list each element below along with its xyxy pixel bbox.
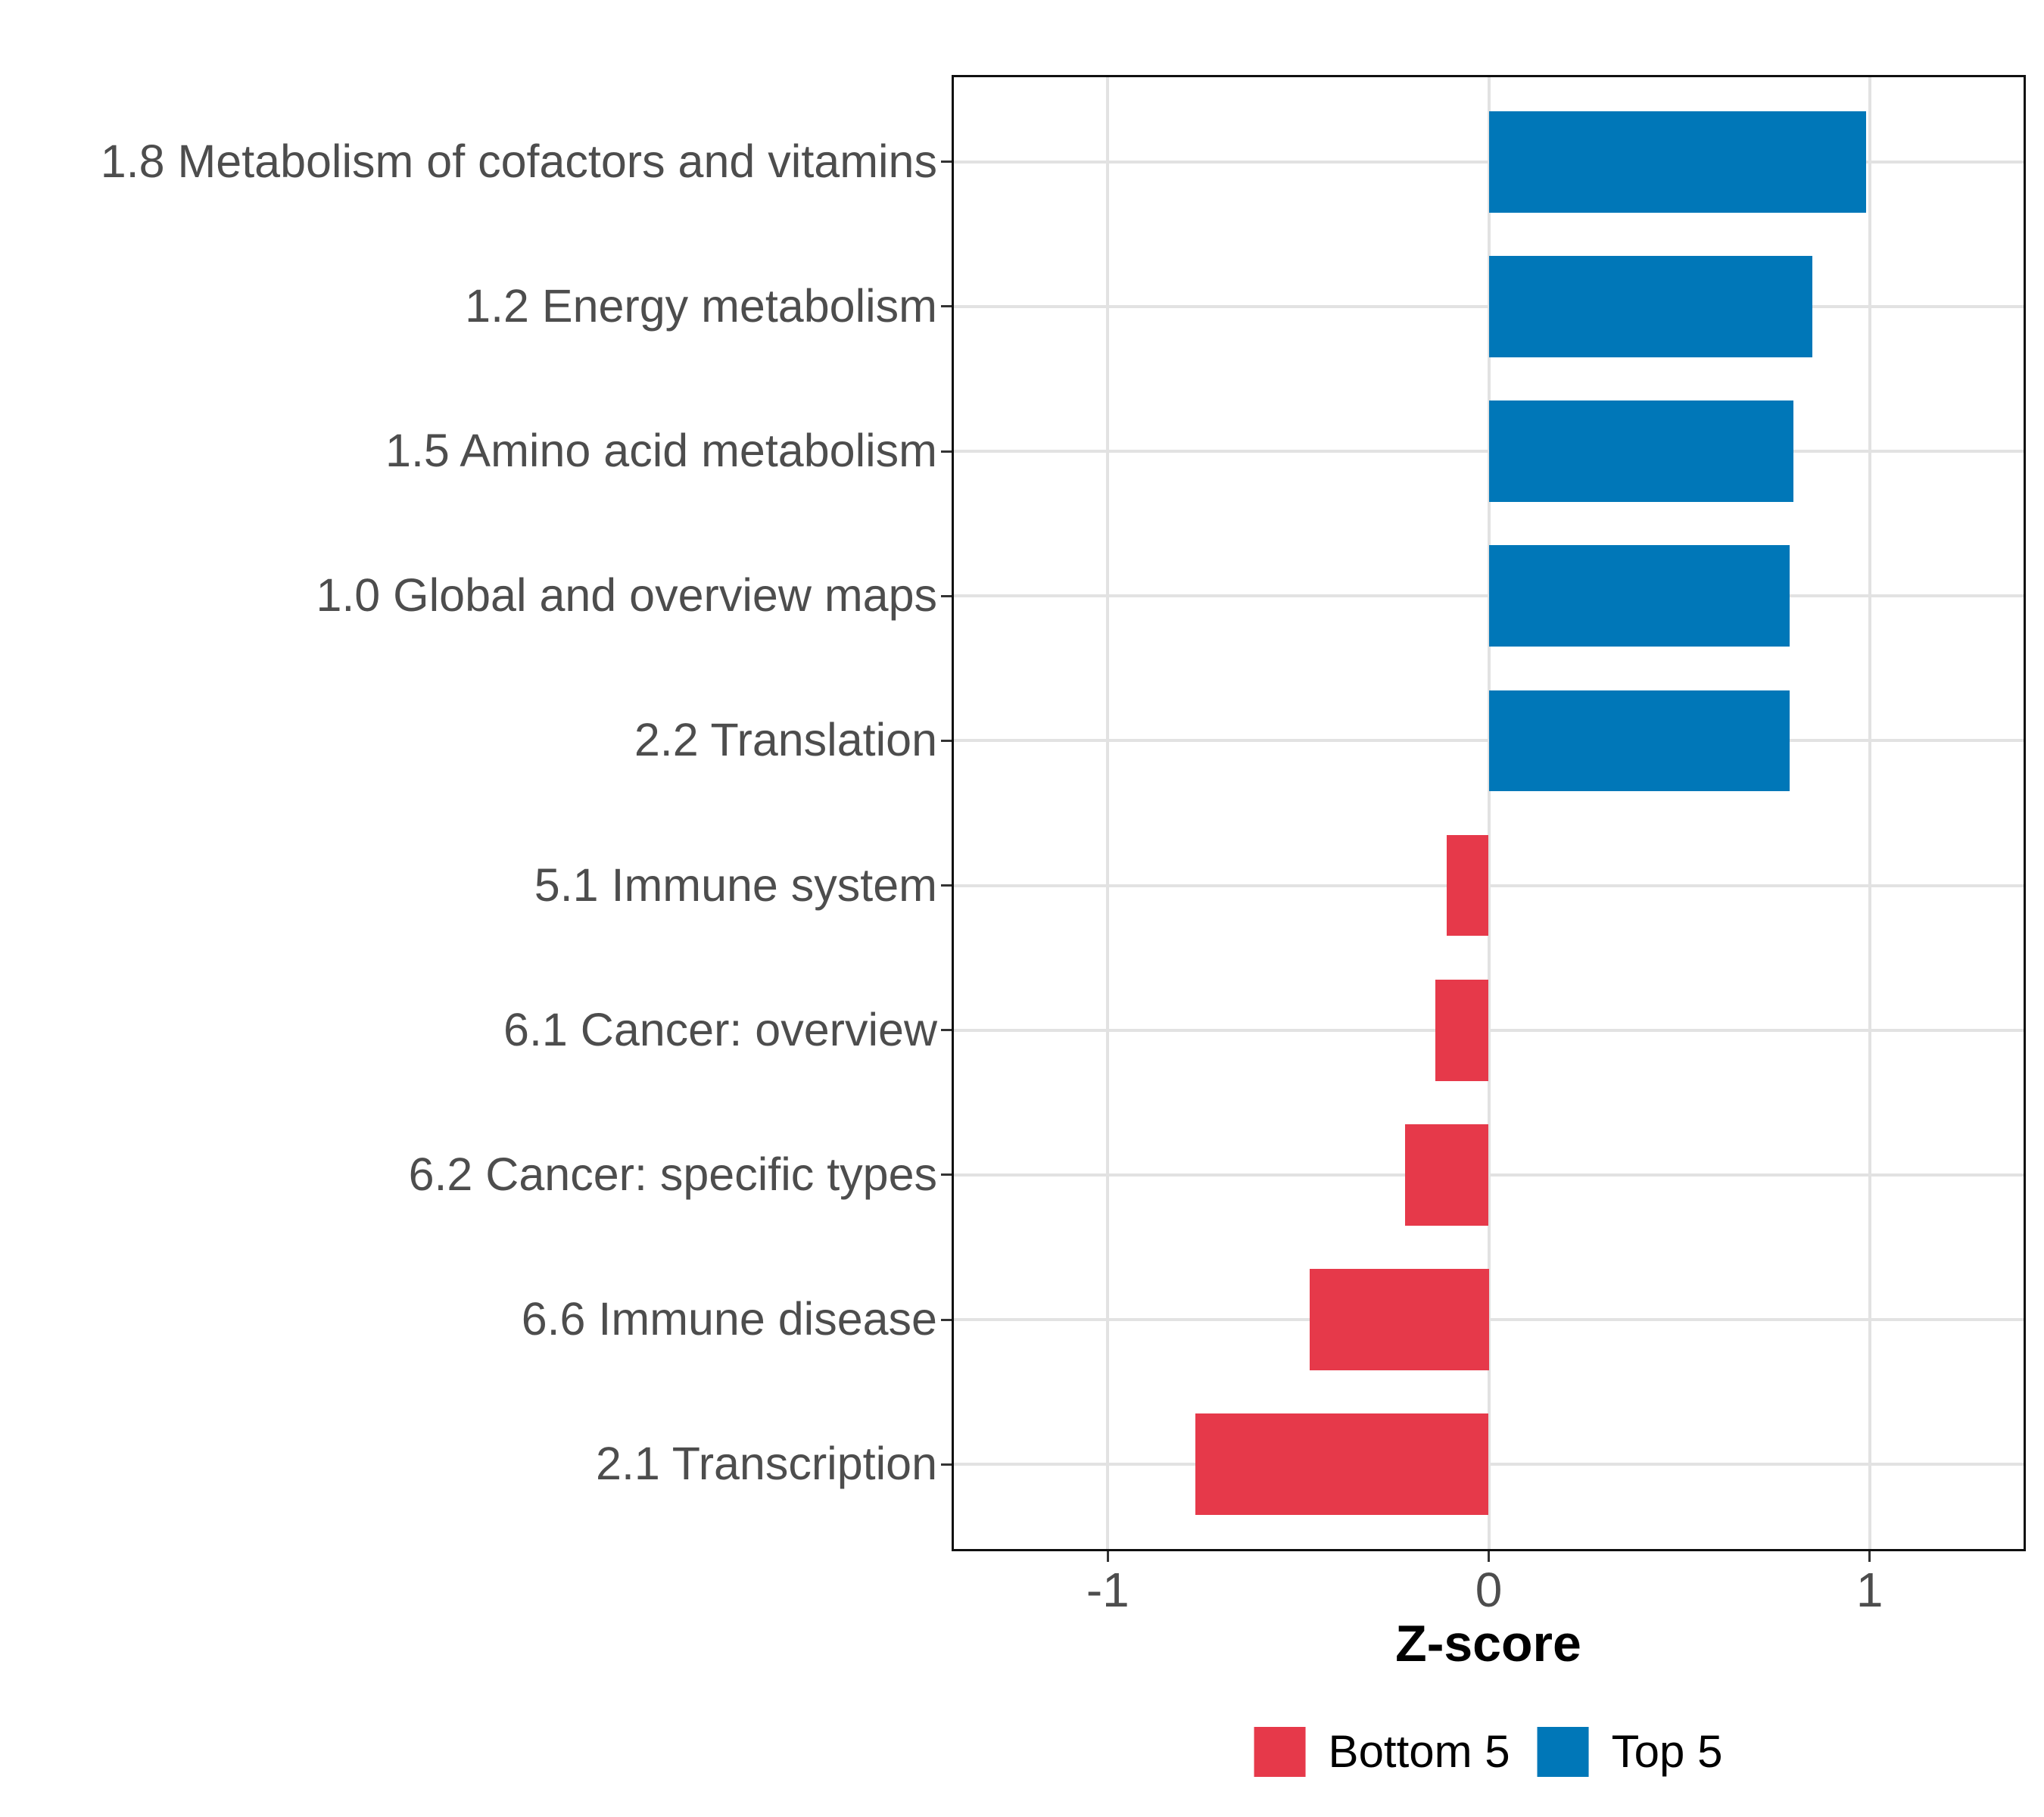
y-axis-label: 2.2 Translation xyxy=(634,714,937,766)
x-axis-title: Z-score xyxy=(1395,1615,1581,1672)
legend-entry-top5: Top 5 xyxy=(1537,1726,1723,1777)
gridline-x-1 xyxy=(1868,77,1871,1549)
y-tick-4 xyxy=(941,594,952,597)
bar-1-8-metabolism-of-cofactors-and-vitamins xyxy=(1488,111,1866,213)
y-axis-label: 6.2 Cancer: specific types xyxy=(408,1148,937,1200)
legend-entry-bottom5: Bottom 5 xyxy=(1254,1727,1510,1777)
gridline-y-row-8 xyxy=(954,1173,2024,1177)
bar-6-6-immune-disease xyxy=(1310,1269,1489,1371)
y-axis-label: 5.1 Immune system xyxy=(534,859,937,911)
plot-panel xyxy=(952,75,2026,1551)
bar-2-1-transcription xyxy=(1195,1413,1489,1516)
x-tick-label: 0 xyxy=(1475,1563,1503,1617)
gridline-y-row-10 xyxy=(954,1463,2024,1466)
y-tick-1 xyxy=(941,161,952,164)
y-tick-8 xyxy=(941,1173,952,1177)
bar-6-2-cancer-specific-types xyxy=(1404,1124,1489,1226)
gridline-y-row-6 xyxy=(954,884,2024,887)
y-axis-label: 1.8 Metabolism of cofactors and vitamins xyxy=(100,135,937,187)
y-axis-label: 6.1 Cancer: overview xyxy=(503,1003,937,1055)
x-tick--1 xyxy=(1106,1551,1109,1562)
y-axis-label: 2.1 Transcription xyxy=(596,1438,937,1490)
gridline-x--1 xyxy=(1106,77,1110,1549)
x-tick-1 xyxy=(1868,1551,1871,1562)
y-tick-10 xyxy=(941,1463,952,1466)
bar-1-2-energy-metabolism xyxy=(1488,255,1813,357)
gridline-x-0 xyxy=(1487,77,1491,1549)
legend-label-top5: Top 5 xyxy=(1611,1726,1723,1777)
x-tick-label: 1 xyxy=(1855,1563,1884,1617)
bar-1-0-global-and-overview-maps xyxy=(1488,545,1790,647)
gridline-y-row-9 xyxy=(954,1318,2024,1322)
x-tick-0 xyxy=(1488,1551,1490,1562)
y-tick-7 xyxy=(941,1029,952,1032)
y-tick-5 xyxy=(941,739,952,742)
x-tick-label: -1 xyxy=(1086,1563,1129,1617)
y-axis-label: 1.5 Amino acid metabolism xyxy=(385,425,937,477)
bar-6-1-cancer-overview xyxy=(1435,979,1489,1081)
y-tick-2 xyxy=(941,305,952,308)
legend: Bottom 5 Top 5 xyxy=(1254,1726,1723,1777)
y-axis-label: 1.0 Global and overview maps xyxy=(316,569,937,622)
gridline-y-row-7 xyxy=(954,1028,2024,1032)
bar-5-1-immune-system xyxy=(1447,834,1489,937)
y-axis-label: 6.6 Immune disease xyxy=(521,1293,937,1345)
y-tick-9 xyxy=(941,1318,952,1321)
bar-1-5-amino-acid-metabolism xyxy=(1488,400,1794,502)
bar-2-2-translation xyxy=(1488,690,1790,792)
legend-label-bottom5: Bottom 5 xyxy=(1328,1726,1510,1777)
y-tick-3 xyxy=(941,450,952,453)
y-tick-6 xyxy=(941,884,952,887)
legend-key-bottom5-swatch xyxy=(1254,1727,1306,1777)
legend-key-top5-swatch xyxy=(1537,1727,1589,1777)
y-axis-label: 1.2 Energy metabolism xyxy=(465,279,937,332)
